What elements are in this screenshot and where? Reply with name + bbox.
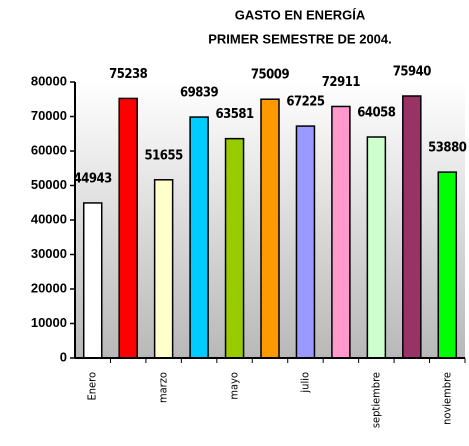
y-tick-label: 30000	[31, 246, 67, 261]
data-label: 72911	[322, 75, 361, 90]
y-tick-label: 20000	[31, 280, 67, 295]
bar	[366, 136, 387, 359]
bar	[189, 116, 209, 359]
data-label: 67225	[286, 95, 325, 110]
x-tick-label: mayo	[228, 372, 241, 400]
x-tick-label: julio	[298, 372, 311, 394]
y-tick-label: 70000	[31, 108, 67, 123]
x-tick-label: Enero	[86, 372, 99, 401]
data-label: 63581	[215, 107, 254, 122]
bar	[437, 171, 458, 359]
y-tick-label: 40000	[31, 211, 67, 226]
bar	[153, 179, 174, 359]
data-label: 75009	[251, 68, 290, 83]
data-label: 53880	[428, 141, 467, 156]
x-tick-label: marzo	[157, 372, 170, 403]
bar	[295, 125, 316, 359]
data-label: 75940	[393, 65, 432, 80]
bar	[118, 97, 138, 359]
data-label: 75238	[109, 67, 148, 82]
x-tick-label: septiembre	[369, 372, 382, 428]
bar	[402, 95, 422, 359]
y-tick-label: 80000	[31, 73, 67, 88]
bar	[224, 137, 245, 359]
chart-subtitle: PRIMER SEMESTRE DE 2004.	[208, 31, 392, 46]
data-label: 64058	[357, 105, 396, 120]
y-tick-label: 10000	[31, 315, 67, 330]
data-label: 51655	[145, 148, 184, 163]
y-tick-label: 50000	[31, 177, 67, 192]
data-label: 44943	[74, 171, 113, 186]
data-label: 69839	[180, 86, 219, 101]
bar	[331, 105, 351, 359]
x-tick-label: noviembre	[440, 372, 453, 425]
y-tick-label: 0	[60, 349, 67, 364]
y-tick-label: 60000	[31, 142, 67, 157]
chart-title: GASTO EN ENERGÍA	[235, 7, 366, 22]
bar	[82, 202, 103, 359]
bar	[260, 98, 280, 359]
